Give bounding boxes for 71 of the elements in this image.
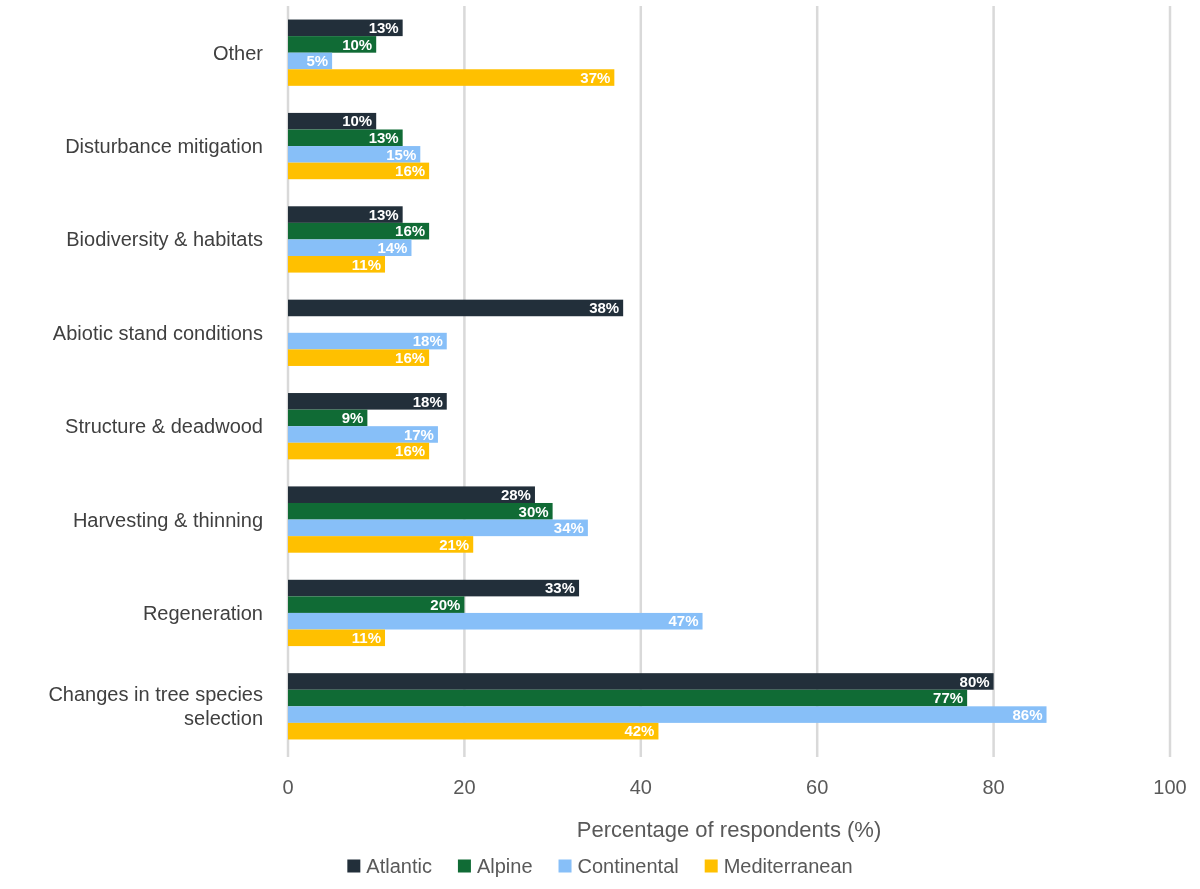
data-label: 80%	[959, 672, 990, 690]
x-tick-label: 40	[629, 776, 652, 798]
data-label: 21%	[439, 535, 470, 553]
bar	[288, 256, 386, 273]
bar	[288, 706, 1047, 723]
data-label: 18%	[412, 332, 443, 350]
legend-label: Continental	[577, 855, 679, 877]
data-label: 37%	[580, 68, 611, 86]
data-label: 9%	[341, 409, 364, 427]
data-label: 42%	[624, 722, 655, 740]
bar	[288, 689, 968, 707]
data-label: 10%	[342, 112, 373, 130]
data-label: 77%	[933, 689, 964, 707]
data-label: 10%	[342, 35, 373, 53]
x-tick-label: 60	[806, 776, 829, 798]
y-tick-label: Structure & deadwood	[65, 415, 263, 438]
bar	[288, 673, 994, 690]
y-tick-label: Other	[212, 41, 264, 64]
data-label: 47%	[668, 612, 699, 630]
bar	[288, 536, 474, 553]
data-label: 20%	[430, 595, 461, 613]
y-tick-label: Harvesting & thinning	[72, 508, 263, 531]
data-label: 17%	[403, 425, 434, 443]
bar	[288, 393, 447, 410]
data-label: 16%	[395, 348, 426, 366]
data-label: 28%	[500, 485, 531, 503]
legend-label: Atlantic	[366, 855, 432, 877]
data-label: 34%	[553, 519, 584, 537]
data-label: 13%	[368, 19, 399, 37]
legend-label: Alpine	[476, 855, 533, 877]
y-tick-label: Changes in tree species selection	[48, 683, 263, 730]
data-label: 11%	[351, 255, 382, 273]
bar	[288, 69, 615, 86]
y-tick-label: Biodiversity & habitats	[66, 228, 263, 251]
x-tick-label: 20	[453, 776, 476, 798]
x-tick-label: 100	[1153, 776, 1187, 798]
data-label: 86%	[1012, 705, 1043, 723]
data-label: 14%	[377, 238, 408, 256]
data-label: 18%	[412, 392, 443, 410]
legend-label: Mediterranean	[723, 855, 853, 877]
y-tick-label: Regeneration	[142, 601, 263, 624]
bar	[288, 146, 421, 163]
bar	[288, 579, 580, 597]
x-axis-title: Percentage of respondents (%)	[576, 816, 882, 842]
data-label: 13%	[368, 205, 399, 223]
bar	[288, 486, 535, 503]
bar	[288, 426, 438, 443]
bar	[288, 502, 553, 520]
data-label: 38%	[589, 299, 620, 317]
bar	[288, 596, 465, 613]
bar	[288, 722, 659, 740]
bar	[288, 239, 412, 257]
bar	[288, 299, 624, 317]
x-tick-label: 0	[282, 776, 294, 798]
data-label: 16%	[395, 162, 426, 180]
bar	[288, 612, 703, 630]
x-tick-label: 80	[982, 776, 1005, 798]
y-tick-label: Disturbance mitigation	[65, 135, 263, 158]
data-label: 15%	[386, 145, 417, 163]
data-label: 11%	[351, 629, 382, 647]
y-tick-label: Abiotic stand conditions	[52, 321, 263, 344]
bar	[288, 519, 588, 537]
data-label: 13%	[368, 129, 399, 147]
bar	[288, 206, 403, 223]
data-label: 30%	[518, 502, 549, 520]
bar	[288, 129, 403, 147]
data-label: 16%	[395, 442, 426, 460]
data-label: 16%	[395, 222, 426, 240]
data-label: 5%	[306, 52, 329, 70]
bar	[288, 349, 430, 366]
data-label: 33%	[545, 579, 576, 597]
